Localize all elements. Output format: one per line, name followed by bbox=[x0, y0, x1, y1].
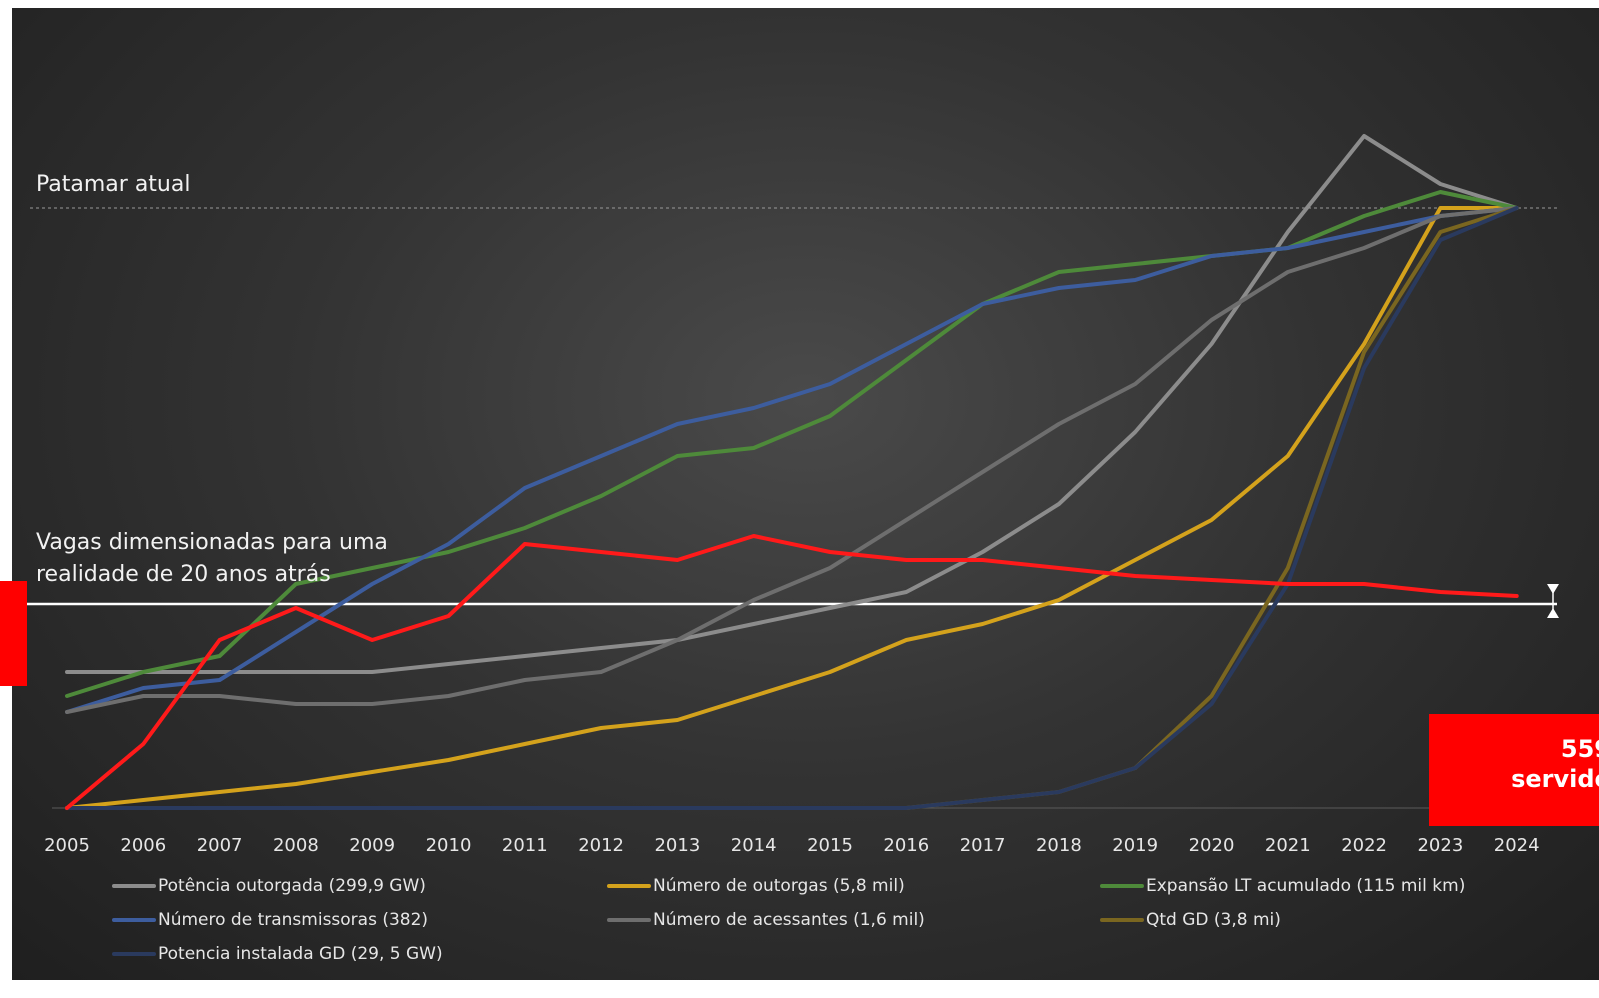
legend-label: Potência outorgada (299,9 GW) bbox=[158, 876, 426, 896]
legend-label: Número de outorgas (5,8 mil) bbox=[653, 876, 905, 896]
series-line-potencia_gd bbox=[65, 206, 1519, 810]
x-axis-ticks: 2005 2006 2007 2008 2009 2010 2011 2012 2013 2014… bbox=[44, 835, 1540, 856]
gap-arrow bbox=[1547, 584, 1559, 618]
x-tick-label: 2015 bbox=[807, 835, 853, 856]
vagas-label-line2: realidade de 20 anos atrás bbox=[36, 562, 331, 587]
legend-swatch bbox=[112, 918, 156, 922]
series-line-acessantes bbox=[65, 206, 1519, 714]
gap-arrow-head-bottom bbox=[1547, 584, 1559, 594]
gap-arrow-head-top bbox=[1547, 608, 1559, 618]
legend-label: Qtd GD (3,8 mi) bbox=[1146, 910, 1281, 930]
x-tick-label: 2014 bbox=[731, 835, 777, 856]
series-layer bbox=[65, 134, 1519, 810]
vagas-label-line1: Vagas dimensionadas para uma bbox=[36, 530, 388, 555]
legend-item-potencia-outorgada: Potência outorgada (299,9 GW) bbox=[112, 876, 426, 896]
x-tick-label: 2013 bbox=[654, 835, 700, 856]
legend-item-numero-outorgas: Número de outorgas (5,8 mil) bbox=[607, 876, 905, 896]
x-tick-label: 2007 bbox=[197, 835, 243, 856]
x-tick-label: 2017 bbox=[960, 835, 1006, 856]
servidores-callout: 559 servido bbox=[1429, 714, 1599, 826]
x-tick-label: 2018 bbox=[1036, 835, 1082, 856]
x-tick-label: 2024 bbox=[1494, 835, 1540, 856]
x-tick-label: 2005 bbox=[44, 835, 90, 856]
x-tick-label: 2023 bbox=[1417, 835, 1463, 856]
series-line-numero_outorgas bbox=[65, 206, 1519, 810]
legend-label: Número de acessantes (1,6 mil) bbox=[653, 910, 925, 930]
x-tick-label: 2010 bbox=[426, 835, 472, 856]
callout-label: servido bbox=[1511, 765, 1599, 793]
legend-swatch bbox=[607, 884, 651, 888]
x-tick-label: 2012 bbox=[578, 835, 624, 856]
legend-item-transmissoras: Número de transmissoras (382) bbox=[112, 910, 428, 930]
x-tick-label: 2019 bbox=[1112, 835, 1158, 856]
x-tick-label: 2021 bbox=[1265, 835, 1311, 856]
x-tick-label: 2008 bbox=[273, 835, 319, 856]
legend-swatch bbox=[1100, 918, 1144, 922]
legend-label: Número de transmissoras (382) bbox=[158, 910, 429, 930]
x-tick-label: 2020 bbox=[1189, 835, 1235, 856]
patamar-label: Patamar atual bbox=[36, 172, 191, 197]
line-chart: 2005 2006 2007 2008 2009 2010 2011 2012 2013 2014… bbox=[12, 134, 1559, 856]
legend-label: Potencia instalada GD (29, 5 GW) bbox=[158, 944, 443, 964]
callout-value: 559 bbox=[1560, 735, 1599, 763]
legend-swatch bbox=[1100, 884, 1144, 888]
legend-swatch bbox=[112, 884, 156, 888]
vagas-label: Vagas dimensionadas para uma realidade d… bbox=[36, 527, 496, 591]
series-line-qtd_gd bbox=[65, 206, 1519, 810]
x-tick-label: 2009 bbox=[349, 835, 395, 856]
legend-label: Expansão LT acumulado (115 mil km) bbox=[1146, 876, 1466, 896]
legend-swatch bbox=[607, 918, 651, 922]
legend-item-expansao-lt: Expansão LT acumulado (115 mil km) bbox=[1100, 876, 1465, 896]
x-tick-label: 2016 bbox=[883, 835, 929, 856]
legend-item-potencia-gd: Potencia instalada GD (29, 5 GW) bbox=[112, 944, 443, 964]
red-marker-left bbox=[0, 581, 27, 686]
series-line-potencia_outorgada bbox=[65, 134, 1519, 674]
series-line-transmissoras bbox=[65, 206, 1519, 714]
series-line-servidores bbox=[65, 534, 1519, 810]
x-tick-label: 2011 bbox=[502, 835, 548, 856]
legend-item-qtd-gd: Qtd GD (3,8 mi) bbox=[1100, 910, 1281, 930]
x-tick-label: 2022 bbox=[1341, 835, 1387, 856]
legend-swatch bbox=[112, 952, 156, 956]
chart-panel: 2005 2006 2007 2008 2009 2010 2011 2012 2013 2014… bbox=[12, 8, 1599, 980]
legend-item-acessantes: Número de acessantes (1,6 mil) bbox=[607, 910, 925, 930]
x-tick-label: 2006 bbox=[120, 835, 166, 856]
